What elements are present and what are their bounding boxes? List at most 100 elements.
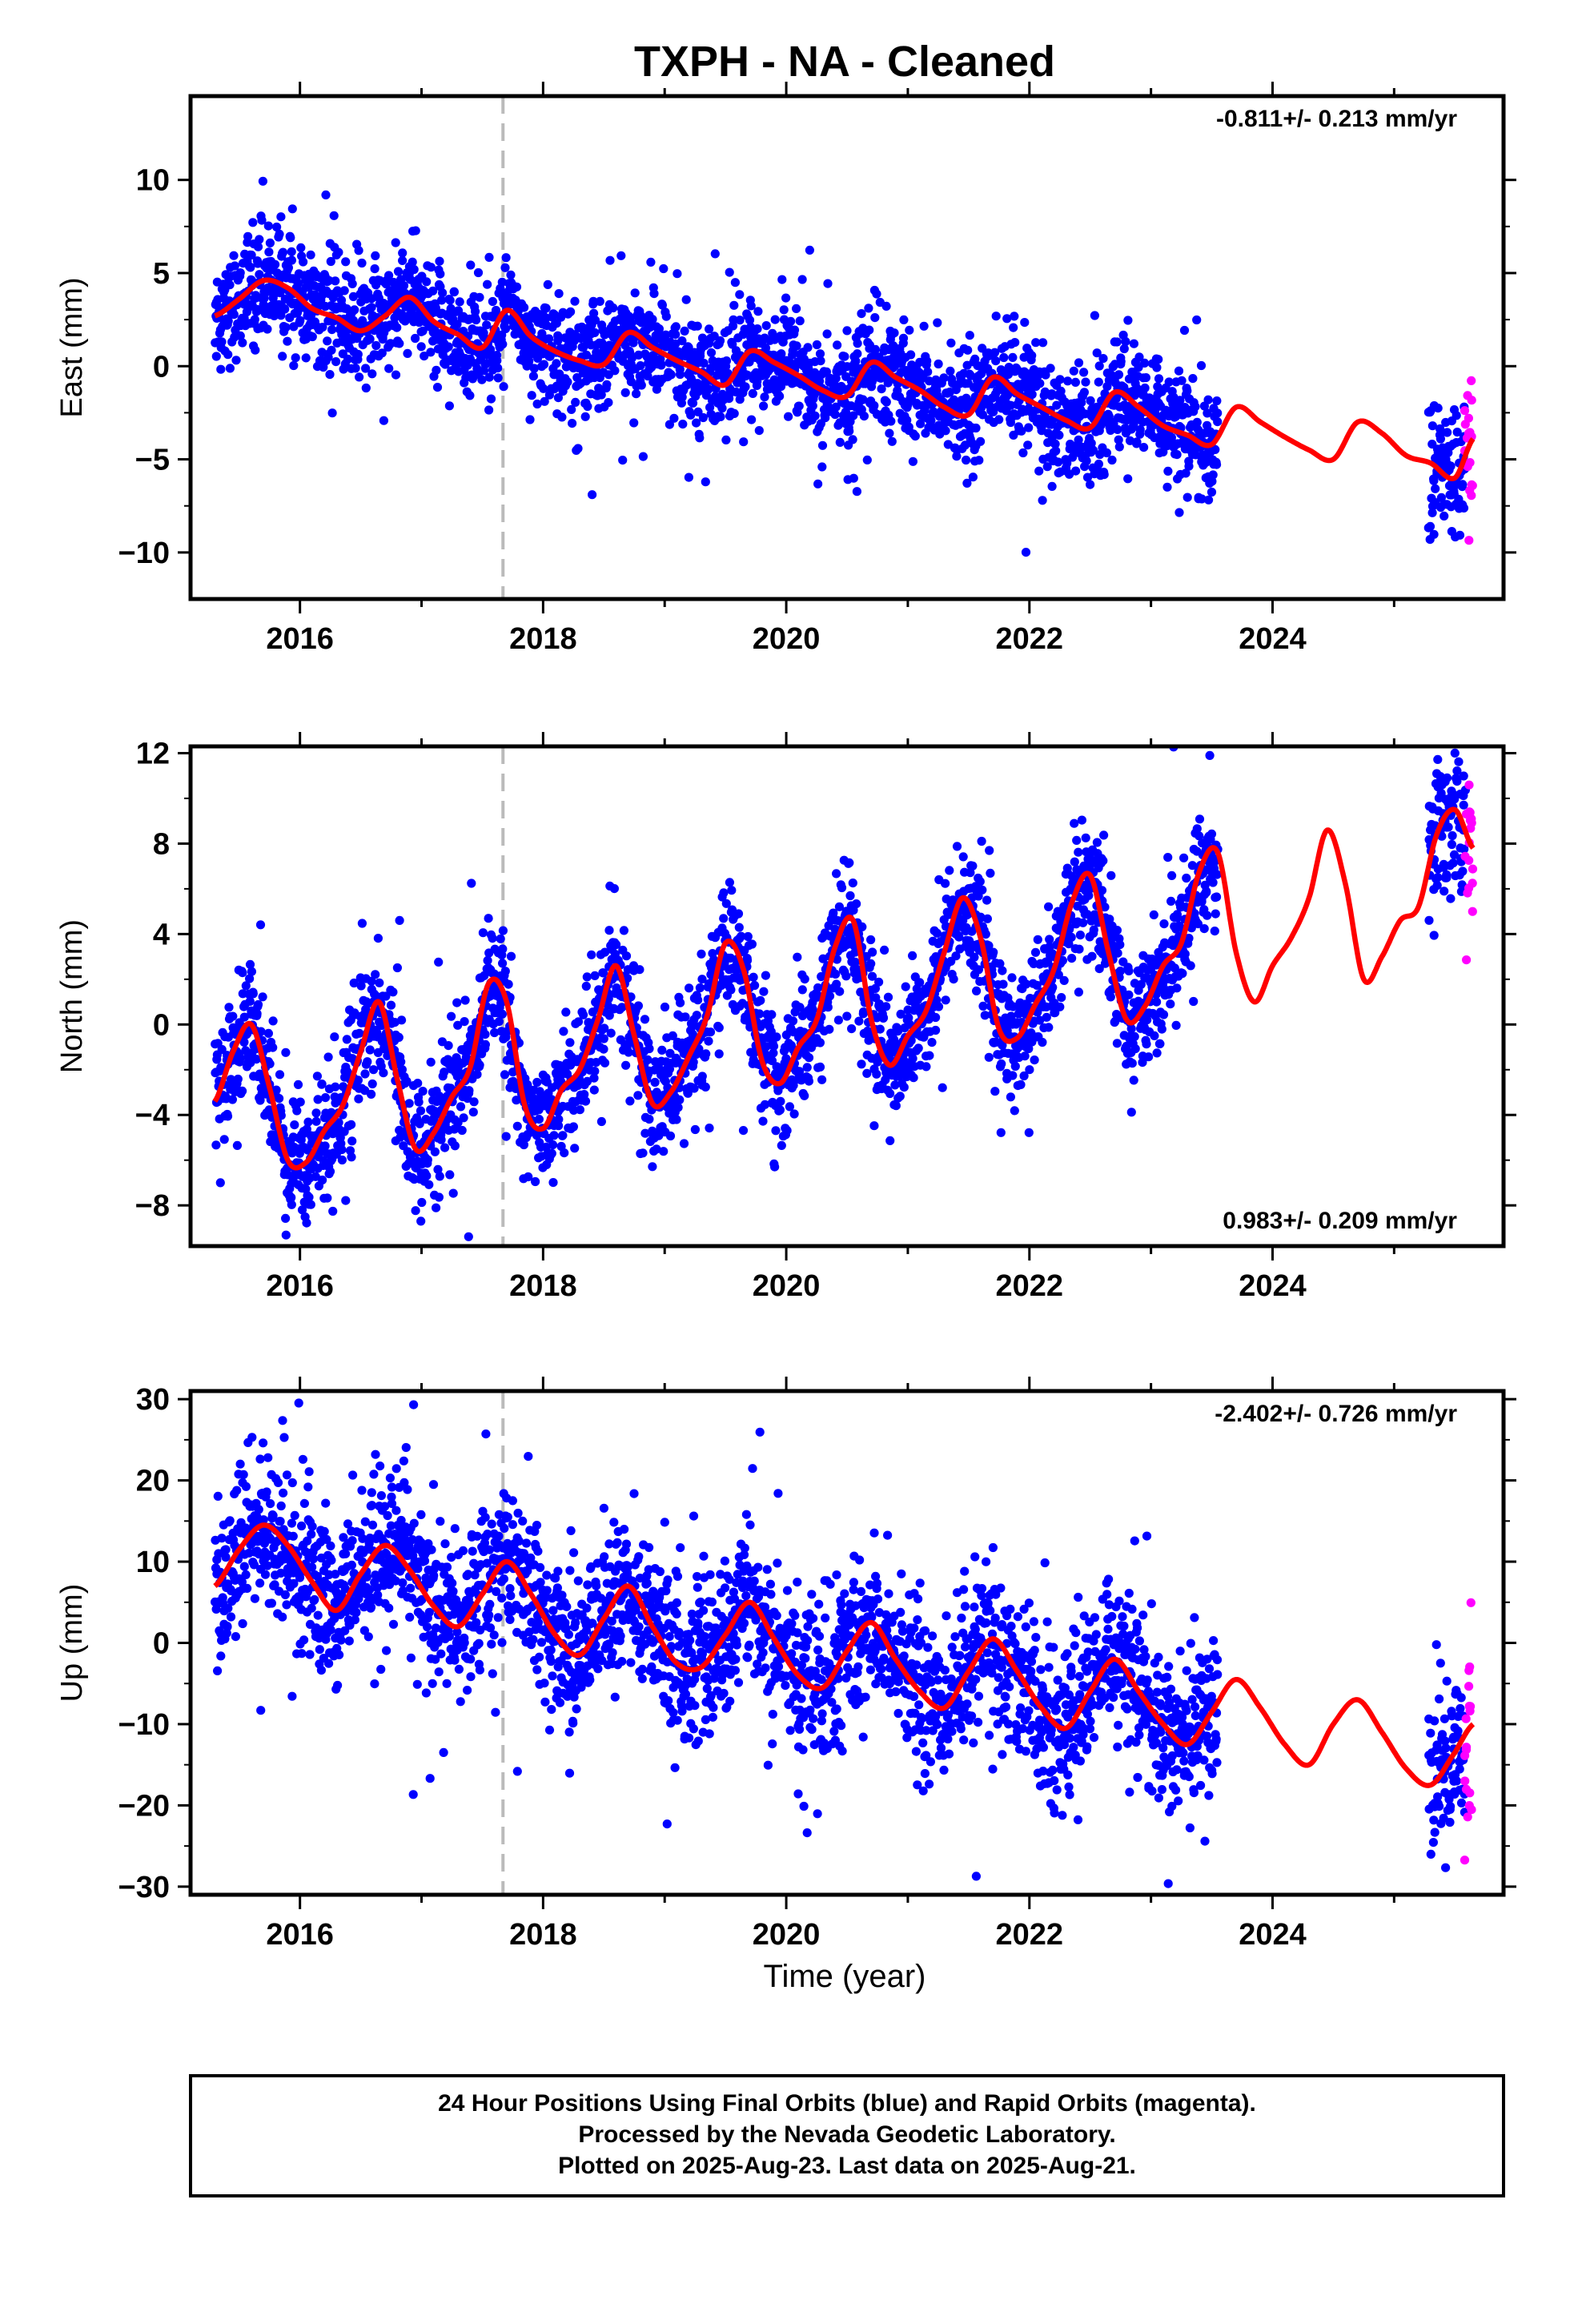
final-orbit-point bbox=[390, 1018, 400, 1027]
final-orbit-point bbox=[347, 1120, 356, 1129]
final-orbit-point bbox=[949, 975, 958, 984]
final-orbit-point bbox=[304, 1192, 314, 1202]
final-orbit-point bbox=[976, 436, 986, 446]
final-orbit-point bbox=[567, 404, 576, 414]
final-orbit-point bbox=[426, 348, 436, 357]
final-orbit-point bbox=[450, 1141, 460, 1151]
final-orbit-point bbox=[726, 985, 736, 995]
final-orbit-point bbox=[367, 369, 377, 379]
final-orbit-point bbox=[440, 1068, 449, 1077]
final-orbit-point bbox=[899, 315, 909, 324]
final-orbit-point bbox=[271, 1085, 281, 1095]
final-orbit-point bbox=[253, 242, 263, 251]
final-orbit-point bbox=[1129, 339, 1138, 348]
final-orbit-point bbox=[436, 269, 445, 279]
final-orbit-point bbox=[968, 861, 978, 870]
final-orbit-point bbox=[710, 249, 720, 259]
y-tick-label: −5 bbox=[135, 444, 170, 477]
final-orbit-point bbox=[885, 1088, 895, 1099]
final-orbit-point bbox=[386, 1000, 396, 1010]
final-orbit-point bbox=[891, 1101, 901, 1111]
x-tick-label: 2018 bbox=[509, 622, 577, 656]
final-orbit-point bbox=[286, 233, 295, 243]
final-orbit-point bbox=[589, 1073, 599, 1083]
final-orbit-point bbox=[488, 934, 497, 943]
final-orbit-point bbox=[832, 955, 841, 964]
final-orbit-point bbox=[644, 1043, 654, 1054]
final-orbit-point bbox=[733, 909, 744, 919]
final-orbit-point bbox=[395, 1125, 404, 1135]
final-orbit-point bbox=[493, 373, 503, 383]
final-orbit-point bbox=[1054, 457, 1063, 467]
final-orbit-point bbox=[272, 222, 282, 232]
final-orbit-point bbox=[869, 1121, 879, 1131]
final-orbit-point bbox=[1021, 548, 1031, 557]
final-orbit-point bbox=[1099, 470, 1109, 480]
final-orbit-point bbox=[265, 1059, 275, 1068]
final-orbit-point bbox=[661, 312, 671, 321]
final-orbit-point bbox=[648, 315, 657, 324]
final-orbit-point bbox=[469, 1097, 479, 1107]
final-orbit-point bbox=[776, 1096, 785, 1106]
final-orbit-point bbox=[1008, 1071, 1018, 1080]
final-orbit-point bbox=[725, 878, 735, 887]
final-orbit-point bbox=[1024, 1128, 1034, 1137]
final-orbit-point bbox=[939, 373, 949, 383]
final-orbit-point bbox=[960, 440, 970, 450]
final-orbit-point bbox=[1010, 1061, 1020, 1072]
final-orbit-point bbox=[478, 928, 488, 938]
final-orbit-point bbox=[991, 312, 1001, 321]
final-orbit-point bbox=[1016, 1080, 1026, 1089]
final-orbit-point bbox=[311, 1108, 321, 1118]
final-orbit-point bbox=[296, 243, 306, 252]
final-orbit-point bbox=[430, 1147, 440, 1156]
final-orbit-point bbox=[355, 1028, 364, 1038]
final-orbit-point bbox=[825, 991, 835, 1001]
final-orbit-point bbox=[815, 1038, 825, 1047]
final-orbit-point bbox=[568, 1122, 579, 1132]
final-orbit-point bbox=[934, 359, 943, 369]
final-orbit-point bbox=[842, 326, 852, 336]
final-orbit-point bbox=[1079, 388, 1089, 397]
final-orbit-point bbox=[323, 1052, 333, 1062]
final-orbit-point bbox=[770, 315, 780, 324]
final-orbit-point bbox=[589, 1085, 599, 1095]
final-orbit-point bbox=[802, 1063, 812, 1072]
final-orbit-point bbox=[996, 1128, 1006, 1137]
final-orbit-point bbox=[588, 296, 598, 306]
final-orbit-point bbox=[1162, 482, 1172, 492]
final-orbit-point bbox=[1071, 466, 1081, 476]
final-orbit-point bbox=[347, 1152, 356, 1162]
final-orbit-point bbox=[424, 1180, 434, 1189]
rapid-orbit-point bbox=[1463, 462, 1472, 472]
final-orbit-point bbox=[251, 345, 260, 355]
final-orbit-point bbox=[831, 373, 841, 383]
final-orbit-point bbox=[415, 1119, 424, 1128]
final-orbit-point bbox=[353, 1076, 363, 1085]
final-orbit-point bbox=[1197, 494, 1207, 504]
final-orbit-point bbox=[395, 339, 404, 348]
final-orbit-point bbox=[650, 1077, 660, 1088]
final-orbit-point bbox=[785, 1102, 795, 1112]
final-orbit-point bbox=[883, 992, 893, 1002]
final-orbit-point bbox=[831, 969, 841, 979]
final-orbit-point bbox=[920, 405, 930, 415]
final-orbit-point bbox=[543, 279, 552, 289]
final-orbit-point bbox=[349, 978, 359, 988]
final-orbit-point bbox=[808, 1005, 817, 1015]
final-orbit-point bbox=[1455, 530, 1465, 540]
final-orbit-point bbox=[621, 1060, 631, 1070]
final-orbit-point bbox=[825, 1024, 834, 1034]
final-orbit-point bbox=[777, 1140, 786, 1150]
final-orbit-point bbox=[1114, 442, 1124, 452]
final-orbit-point bbox=[946, 338, 956, 348]
final-orbit-point bbox=[1038, 496, 1047, 505]
final-orbit-point bbox=[1010, 338, 1020, 348]
final-orbit-point bbox=[371, 340, 381, 351]
final-orbit-point bbox=[775, 1105, 785, 1115]
final-orbit-point bbox=[714, 1023, 724, 1032]
final-orbit-point bbox=[1086, 438, 1096, 448]
final-orbit-point bbox=[434, 957, 444, 967]
final-orbit-point bbox=[355, 372, 364, 382]
final-orbit-point bbox=[1051, 446, 1061, 456]
